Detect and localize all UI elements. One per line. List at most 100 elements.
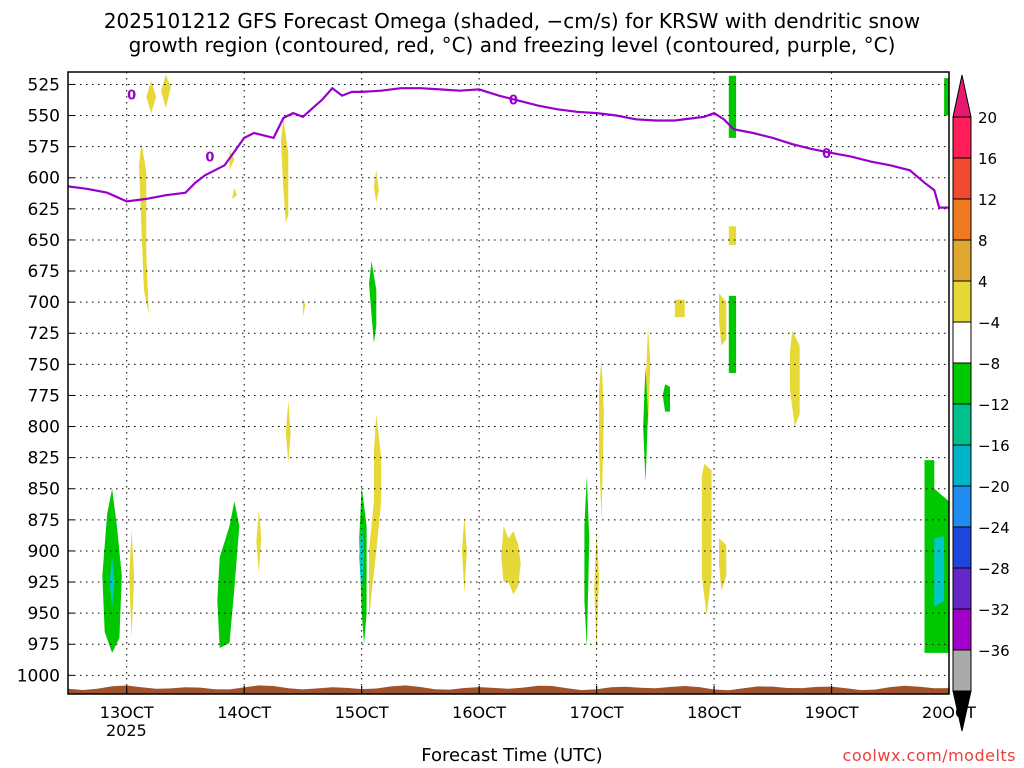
grid-lines xyxy=(68,72,950,694)
colorbar-swatch xyxy=(952,157,972,200)
omega-region-2 xyxy=(139,142,149,315)
colorbar-label: 16 xyxy=(978,150,997,168)
omega-region-18 xyxy=(462,516,467,594)
freezing-level-line xyxy=(67,86,949,209)
omega-region-14 xyxy=(256,509,262,574)
y-tick-label: 850 xyxy=(28,480,60,500)
colorbar-swatch xyxy=(952,362,972,405)
colorbar-label: −12 xyxy=(978,396,1010,414)
omega-region-5 xyxy=(280,119,289,223)
colorbar-label: −36 xyxy=(978,642,1010,660)
omega-region-9 xyxy=(369,261,377,344)
omega-region-21 xyxy=(599,358,604,520)
freezing-level-label: 0 xyxy=(509,93,518,108)
y-tick-label: 625 xyxy=(28,200,60,220)
omega-region-1 xyxy=(161,74,171,109)
colorbar-swatch xyxy=(952,567,972,610)
omega-region-17 xyxy=(369,414,382,620)
omega-region-28 xyxy=(719,293,727,346)
y-tick-label: 525 xyxy=(28,75,60,95)
omega-region-35 xyxy=(934,536,945,607)
y-tick-label: 575 xyxy=(28,138,60,158)
colorbar-label: −4 xyxy=(978,314,1000,332)
colorbar-swatch xyxy=(952,608,972,651)
y-axis: 525 550 575 600 625 650 675 700 725 750 775 800 825 8… xyxy=(17,75,74,686)
colorbar-swatch xyxy=(952,444,972,487)
y-tick-label: 650 xyxy=(28,231,60,251)
y-tick-label: 825 xyxy=(28,449,60,469)
omega-region-19 xyxy=(501,526,521,595)
y-tick-label: 600 xyxy=(28,169,60,189)
colorbar-label: 8 xyxy=(978,232,988,250)
omega-region-22 xyxy=(594,532,599,651)
y-tick-label: 675 xyxy=(28,262,60,282)
omega-region-24 xyxy=(643,366,648,483)
x-tick-label: 13OCT xyxy=(100,703,154,722)
chart-title-line2: growth region (contoured, red, °C) and f… xyxy=(128,33,896,57)
omega-region-6 xyxy=(373,170,379,203)
omega-region-4 xyxy=(232,187,237,199)
freezing-level-contour: 0 0 0 0 xyxy=(67,86,949,209)
omega-region-11 xyxy=(109,557,115,607)
colorbar-swatch xyxy=(952,116,972,159)
omega-region-33 xyxy=(789,330,800,427)
x-tick-label: 14OCT xyxy=(217,703,271,722)
colorbar-swatch xyxy=(952,526,972,569)
colorbar-label: −28 xyxy=(978,560,1010,578)
x-tick-label: 19OCT xyxy=(805,703,859,722)
colorbar-label: 12 xyxy=(978,191,997,209)
omega-region-13 xyxy=(217,501,240,648)
omega-region-26 xyxy=(674,299,685,318)
colorbar-label: −32 xyxy=(978,601,1010,619)
x-axis-label: Forecast Time (UTC) xyxy=(421,745,603,766)
terrain-fill xyxy=(68,685,949,694)
omega-region-25 xyxy=(662,384,670,412)
omega-region-36 xyxy=(944,78,949,116)
colorbar-swatch xyxy=(952,485,972,528)
colorbar-swatch xyxy=(952,649,972,692)
omega-region-7 xyxy=(302,298,306,318)
colorbar-label: −24 xyxy=(978,519,1010,537)
colorbar-swatch xyxy=(952,198,972,241)
colorbar-swatch xyxy=(952,321,972,364)
colorbar-top-arrow xyxy=(952,74,972,118)
freezing-level-label: 0 xyxy=(822,147,831,162)
y-tick-label: 950 xyxy=(28,604,60,624)
freezing-level-label: 0 xyxy=(127,88,136,103)
omega-region-27 xyxy=(701,463,712,616)
x-tick-label: 16OCT xyxy=(452,703,506,722)
colorbar-swatch xyxy=(952,239,972,282)
colorbar-label: −8 xyxy=(978,355,1000,373)
y-tick-label: 975 xyxy=(28,635,60,655)
y-tick-label: 800 xyxy=(28,418,60,438)
x-tick-label: 18OCT xyxy=(687,703,741,722)
omega-region-29 xyxy=(719,538,727,591)
y-tick-label: 1000 xyxy=(17,666,60,686)
y-tick-label: 900 xyxy=(28,542,60,562)
freezing-level-label: 0 xyxy=(205,151,214,166)
colorbar: 20 16 12 8 4 −4 −8 −12 −16 −20 −24 −28 −32 −36 xyxy=(952,74,1010,732)
colorbar-bottom-arrow xyxy=(952,690,972,732)
omega-region-30 xyxy=(728,295,737,373)
terrain-band xyxy=(68,685,949,694)
y-tick-label: 550 xyxy=(28,107,60,127)
y-tick-label: 875 xyxy=(28,511,60,531)
colorbar-label: 20 xyxy=(978,109,997,127)
omega-region-20 xyxy=(584,476,590,648)
colorbar-label: 4 xyxy=(978,273,988,291)
omega-region-31 xyxy=(728,75,737,138)
omega-shading xyxy=(102,74,949,653)
y-tick-label: 775 xyxy=(28,386,60,406)
omega-region-16 xyxy=(359,519,365,595)
omega-region-8 xyxy=(285,400,291,463)
x-axis-year: 2025 xyxy=(106,721,147,740)
omega-region-0 xyxy=(146,80,157,114)
credit-link[interactable]: coolwx.com/modelts xyxy=(842,746,1016,765)
y-tick-label: 725 xyxy=(28,324,60,344)
omega-region-32 xyxy=(728,226,737,245)
y-tick-label: 700 xyxy=(28,293,60,313)
colorbar-label: −16 xyxy=(978,437,1010,455)
colorbar-label: −20 xyxy=(978,478,1010,496)
y-tick-label: 750 xyxy=(28,355,60,375)
